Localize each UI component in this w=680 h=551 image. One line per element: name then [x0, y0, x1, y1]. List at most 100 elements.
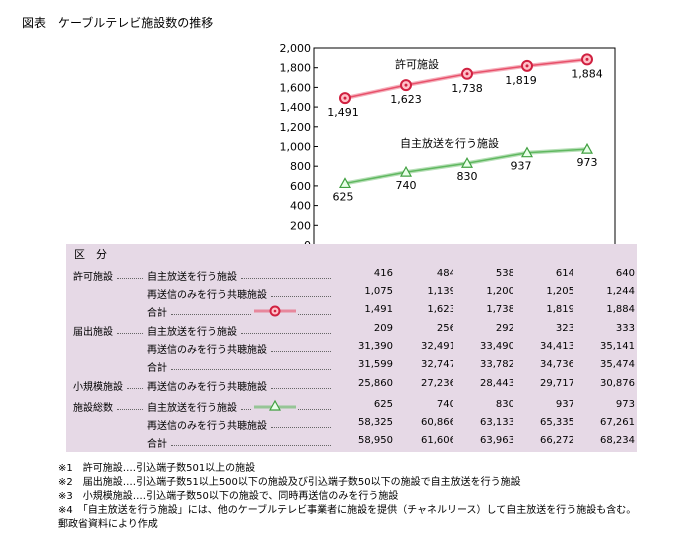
table-cell: 1,738 — [453, 304, 515, 315]
table-cell: 830 — [453, 399, 515, 410]
note-line: ※1 許可施設‥‥引込端子数501以上の施設 — [58, 463, 256, 474]
row-sub-label: 再送信のみを行う共聴施設 — [147, 290, 267, 301]
series-point-center — [465, 72, 469, 76]
row-sub-label: 合計 — [147, 308, 167, 319]
table-cell: 63,133 — [453, 417, 515, 428]
table-cell: 1,075 — [331, 286, 393, 297]
table-row: 施設総数 自主放送を行う施設 625 740 830 937 973 — [0, 397, 680, 415]
series-point — [460, 157, 474, 168]
row-group-label: 施設総数 — [73, 403, 113, 414]
table-cell: 66,272 — [513, 435, 575, 446]
row-sub-label: 自主放送を行う施設 — [147, 327, 237, 338]
table-cell: 1,884 — [573, 304, 635, 315]
table-cell: 333 — [573, 323, 635, 334]
series-point-center — [343, 96, 347, 100]
row-group-dots — [127, 388, 143, 389]
series-point — [520, 146, 534, 158]
table-cell: 538 — [453, 268, 515, 279]
row-sub-label: 自主放送を行う施設 — [147, 272, 237, 283]
table-cell: 973 — [573, 399, 635, 410]
row-group-dots — [117, 278, 143, 279]
row-sub-label: 合計 — [147, 439, 167, 450]
y-tick-label: 1,200 — [280, 121, 312, 134]
y-tick-label: 1,400 — [280, 101, 312, 114]
row-sub-label: 合計 — [147, 363, 167, 374]
series-name-label: 自主放送を行う施設 — [400, 136, 499, 150]
table-row: 合計 58,950 61,606 63,963 66,272 68,234 — [0, 433, 680, 451]
y-tick-label: 2,000 — [280, 42, 312, 55]
series-point — [338, 177, 352, 189]
data-label: 937 — [511, 160, 532, 173]
table-cell: 1,244 — [573, 286, 635, 297]
table-cell: 31,390 — [331, 341, 393, 352]
table-cell: 292 — [453, 323, 515, 334]
note-line: ※3 小規模施設‥‥引込端子数50以下の施設で、同時再送信のみを行う施設 — [58, 491, 399, 502]
series-point-center — [585, 57, 589, 61]
legend-triangle-marker — [252, 399, 298, 413]
table-row: 再送信のみを行う共聴施設 31,390 32,491 33,490 34,413 35,1… — [0, 339, 680, 357]
table-cell: 1,205 — [513, 286, 575, 297]
table-cell: 484 — [394, 268, 456, 279]
table-cell: 60,866 — [394, 417, 456, 428]
table-cell: 65,335 — [513, 417, 575, 428]
row-sub-label: 再送信のみを行う共聴施設 — [147, 345, 267, 356]
note-line: ※2 届出施設‥‥引込端子数51以上500以下の施設及び引込端子数50以下の施設… — [58, 477, 521, 488]
table-cell: 58,325 — [331, 417, 393, 428]
table-cell: 25,860 — [331, 378, 393, 389]
row-group-label: 届出施設 — [73, 327, 113, 338]
table-cell: 67,261 — [573, 417, 635, 428]
table-cell: 416 — [331, 268, 393, 279]
notes: ※1 許可施設‥‥引込端子数501以上の施設 ※2 届出施設‥‥引込端子数51以上… — [58, 462, 636, 532]
series-point — [580, 142, 594, 154]
row-group-dots — [117, 409, 143, 410]
row-group-dots — [117, 333, 143, 334]
note-line: ※4 「自主放送を行う施設」には、他のケーブルテレビ事業者に施設を提供（チャネル… — [58, 505, 637, 516]
y-tick-label: 400 — [290, 200, 311, 213]
table-cell: 614 — [513, 268, 575, 279]
table-cell: 323 — [513, 323, 575, 334]
table-cell: 28,443 — [453, 378, 515, 389]
table-cell: 33,782 — [453, 359, 515, 370]
table-cell: 61,606 — [394, 435, 456, 446]
data-label: 1,491 — [327, 106, 359, 119]
row-sub-label: 再送信のみを行う共聴施設 — [147, 382, 267, 393]
series-name-label: 許可施設 — [395, 57, 439, 71]
table-header-label: 区 分 — [74, 248, 107, 261]
table-cell: 34,736 — [513, 359, 575, 370]
table-cell: 35,141 — [573, 341, 635, 352]
table-cell: 209 — [331, 323, 393, 334]
data-label: 740 — [396, 179, 417, 192]
data-label: 973 — [577, 156, 598, 169]
table-cell: 1,491 — [331, 304, 393, 315]
table-cell: 33,490 — [453, 341, 515, 352]
y-tick-label: 1,000 — [280, 141, 312, 154]
table-row: 許可施設 自主放送を行う施設 416 484 538 614 640 — [0, 266, 680, 284]
table-cell: 32,747 — [394, 359, 456, 370]
row-sub-label: 再送信のみを行う共聴施設 — [147, 421, 267, 432]
data-label: 1,623 — [390, 93, 422, 106]
table-cell: 27,236 — [394, 378, 456, 389]
y-tick-label: 1,600 — [280, 81, 312, 94]
series-point-center — [404, 83, 408, 87]
data-label: 1,738 — [451, 82, 483, 95]
table-cell: 1,819 — [513, 304, 575, 315]
data-label: 830 — [457, 170, 478, 183]
table-cell: 625 — [331, 399, 393, 410]
table-cell: 58,950 — [331, 435, 393, 446]
data-label: 1,819 — [505, 74, 537, 87]
legend-circle-marker — [252, 304, 298, 318]
row-group-label: 小規模施設 — [73, 382, 123, 393]
table-cell: 31,599 — [331, 359, 393, 370]
table-cell: 740 — [394, 399, 456, 410]
table-cell: 29,717 — [513, 378, 575, 389]
data-table: 区 分許可施設 自主放送を行う施設 416 484 538 614 640 再送信のみを行う共… — [0, 248, 680, 451]
y-tick-label: 200 — [290, 219, 311, 232]
table-cell: 35,474 — [573, 359, 635, 370]
table-cell: 1,200 — [453, 286, 515, 297]
y-tick-label: 600 — [290, 180, 311, 193]
table-cell: 30,876 — [573, 378, 635, 389]
table-row: 合計 31,599 32,747 33,782 34,736 35,474 — [0, 357, 680, 375]
table-cell: 937 — [513, 399, 575, 410]
note-line: 郵政省資料により作成 — [58, 519, 158, 530]
